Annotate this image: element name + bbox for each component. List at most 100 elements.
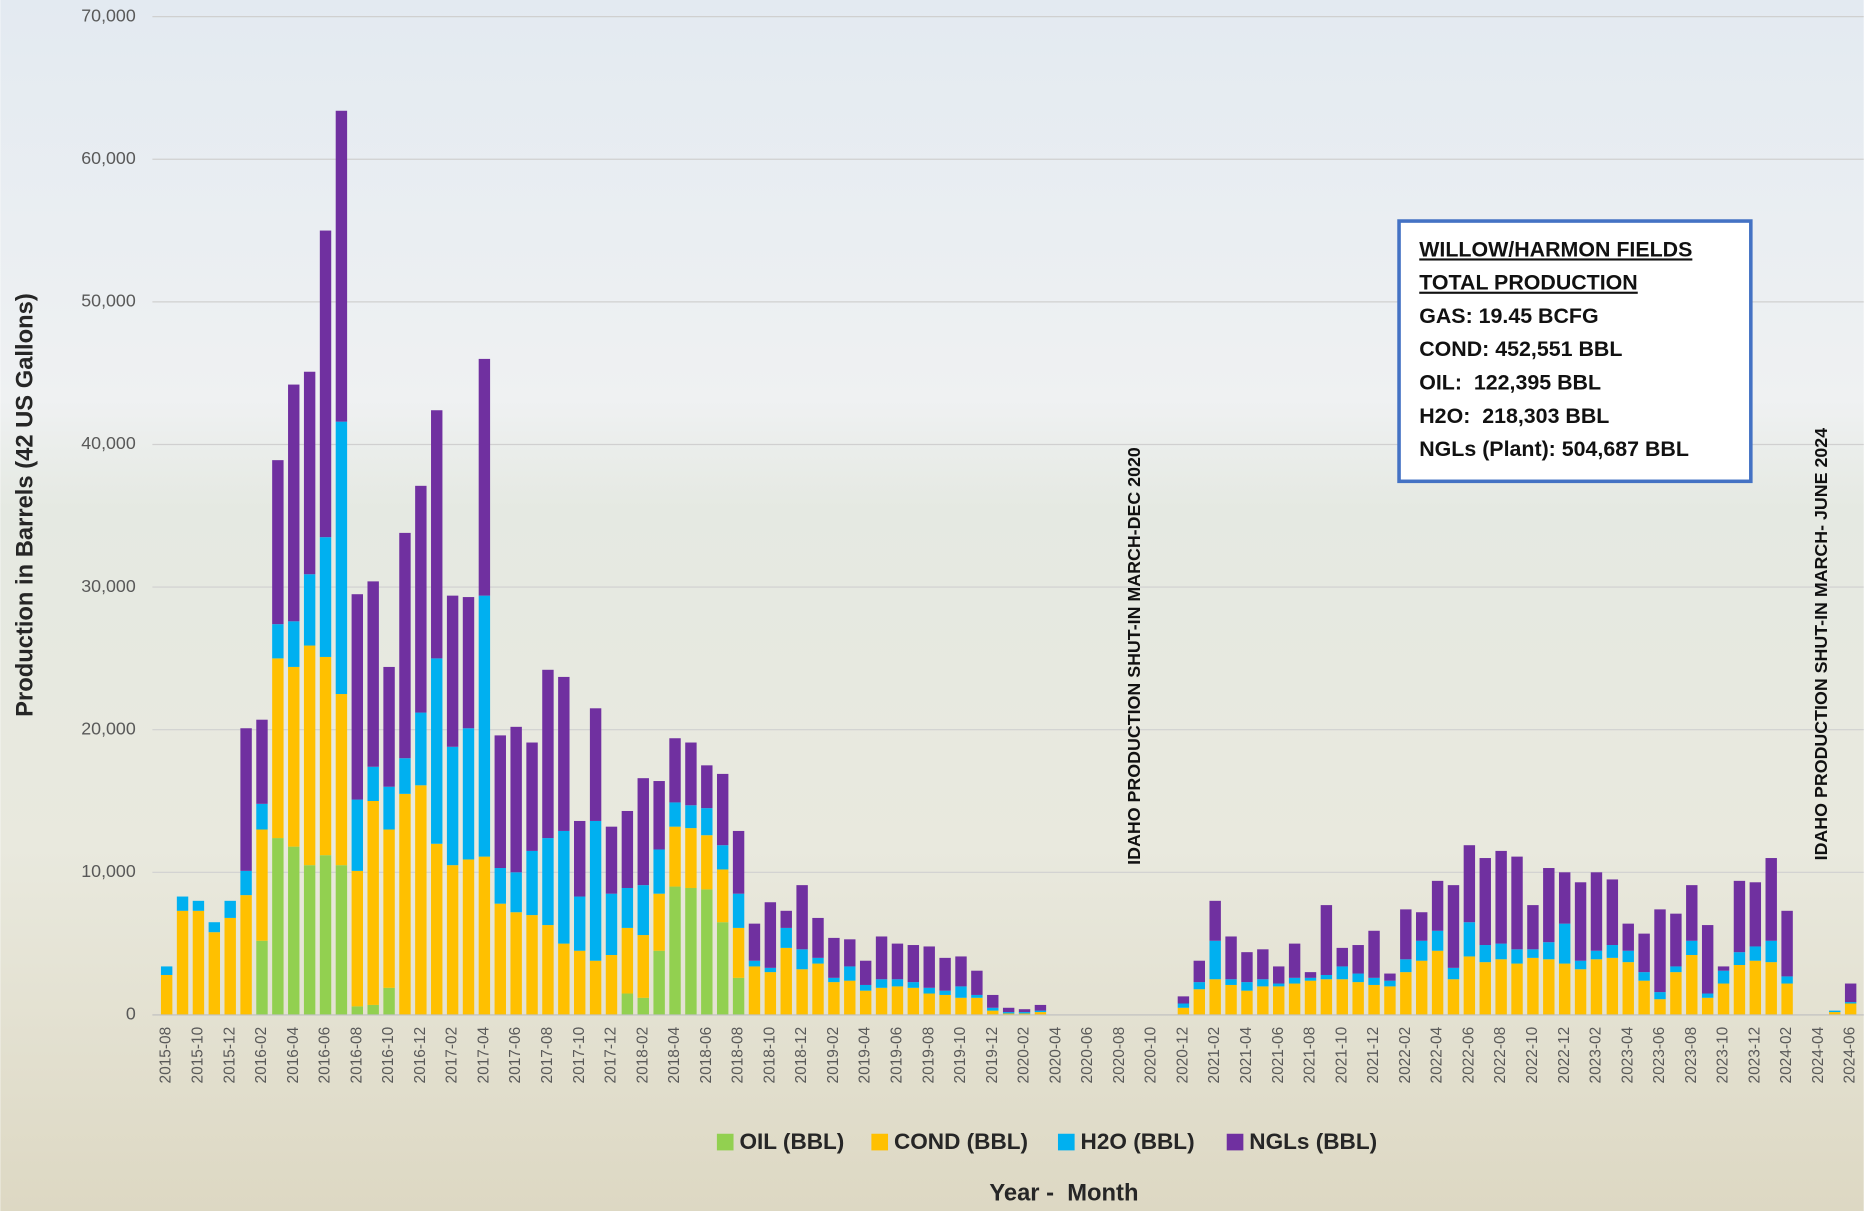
bar-segment — [828, 937, 840, 978]
bar-segment — [637, 935, 649, 998]
bar-segment — [669, 738, 681, 803]
bar-segment — [1543, 959, 1555, 1015]
bar-segment — [1416, 912, 1428, 941]
bar-segment — [542, 925, 554, 1015]
bar-segment — [1527, 905, 1539, 950]
bar-segment — [494, 735, 506, 869]
bar-segment — [1463, 845, 1476, 923]
bar-segment — [875, 979, 888, 988]
x-tick-label: 2020-12 — [1174, 1027, 1191, 1084]
bar-segment — [987, 994, 999, 1008]
bar-segment — [1225, 936, 1237, 980]
bar-segment — [1638, 933, 1650, 973]
x-tick-label: 2022-12 — [1556, 1027, 1573, 1084]
bar-segment — [351, 870, 364, 1007]
bar-segment — [431, 658, 443, 844]
legend-swatch — [1226, 1133, 1244, 1151]
bar-segment — [844, 966, 856, 981]
bar-segment — [955, 986, 967, 998]
bar-segment — [1336, 966, 1348, 980]
bar-segment — [160, 966, 173, 975]
bar-segment — [637, 885, 649, 936]
bar-segment — [510, 912, 522, 1015]
x-tick-label: 2022-04 — [1429, 1026, 1446, 1083]
bar-segment — [1781, 976, 1793, 984]
bar-segment — [367, 1004, 379, 1015]
bar-segment — [748, 960, 761, 967]
bar-segment — [1209, 979, 1221, 1015]
bar-segment — [621, 887, 634, 928]
x-tick-label: 2020-08 — [1111, 1027, 1128, 1084]
bar-segment — [1733, 952, 1746, 965]
bar-segment — [494, 903, 506, 1015]
bar-segment — [1384, 980, 1396, 987]
bar-segment — [431, 843, 443, 1015]
bar-segment — [1479, 945, 1491, 963]
bar-segment — [1177, 996, 1190, 1004]
legend-label: COND (BBL) — [894, 1129, 1028, 1154]
bar-segment — [1638, 980, 1650, 1015]
bar-segment — [1765, 962, 1777, 1015]
bar-segment — [415, 712, 427, 786]
x-tick-label: 2021-08 — [1302, 1027, 1319, 1084]
bar-segment — [288, 666, 300, 847]
bar-segment — [1733, 964, 1746, 1015]
bar-segment — [1463, 956, 1476, 1015]
bar-segment — [1304, 980, 1317, 1015]
y-tick-label: 70,000 — [81, 5, 136, 25]
legend-label: H2O (BBL) — [1081, 1129, 1195, 1154]
bar-segment — [1463, 922, 1476, 957]
bar-segment — [1511, 856, 1523, 950]
bar-segment — [1241, 990, 1253, 1015]
x-tick-label: 2017-10 — [571, 1027, 588, 1084]
bar-segment — [160, 974, 173, 1015]
bar-segment — [1622, 962, 1634, 1015]
x-tick-label: 2015-10 — [190, 1027, 207, 1084]
x-tick-label: 2021-06 — [1270, 1027, 1287, 1084]
bar-segment — [1400, 959, 1412, 973]
bar-segment — [1320, 905, 1333, 975]
info-box-title: TOTAL PRODUCTION — [1419, 271, 1638, 295]
bar-segment — [1654, 909, 1666, 993]
info-box-line: GAS: 19.45 BCFG — [1419, 304, 1598, 328]
y-tick-label: 60,000 — [81, 148, 136, 168]
x-tick-label: 2015-08 — [158, 1027, 175, 1084]
bar-segment — [685, 887, 697, 1015]
bar-segment — [1558, 963, 1571, 1015]
bar-segment — [621, 810, 634, 888]
x-tick-label: 2024-06 — [1842, 1027, 1859, 1084]
bar-segment — [303, 574, 316, 646]
y-tick-label: 50,000 — [81, 291, 136, 311]
bar-segment — [780, 927, 792, 948]
bar-segment — [1765, 858, 1777, 941]
bar-segment — [1034, 1012, 1047, 1015]
bar-segment — [939, 957, 951, 991]
bar-segment — [1225, 979, 1237, 985]
bar-segment — [859, 960, 872, 985]
x-tick-label: 2023-10 — [1715, 1027, 1732, 1084]
bar-segment — [240, 728, 252, 871]
bar-segment — [288, 621, 300, 667]
y-tick-label: 30,000 — [81, 576, 136, 596]
x-tick-label: 2023-06 — [1651, 1027, 1668, 1084]
x-axis-label: Year - Month — [989, 1180, 1138, 1207]
bar-segment — [272, 838, 284, 1015]
bar-segment — [1511, 949, 1523, 964]
bar-segment — [1400, 909, 1412, 960]
bar-segment — [383, 786, 395, 830]
bar-segment — [1257, 986, 1269, 1015]
bar-segment — [748, 923, 761, 961]
x-tick-label: 2019-04 — [857, 1026, 874, 1083]
x-tick-label: 2022-10 — [1524, 1027, 1541, 1084]
bar-segment — [574, 820, 586, 897]
x-tick-label: 2016-06 — [317, 1027, 334, 1084]
x-tick-label: 2023-12 — [1746, 1027, 1763, 1084]
bar-segment — [1416, 960, 1428, 1015]
bar-segment — [1368, 984, 1380, 1015]
bar-segment — [1574, 882, 1587, 961]
bar-segment — [1002, 1013, 1015, 1015]
bar-segment — [303, 865, 316, 1015]
x-tick-label: 2024-04 — [1810, 1026, 1827, 1083]
bar-segment — [526, 850, 538, 916]
bar-segment — [605, 955, 618, 1015]
